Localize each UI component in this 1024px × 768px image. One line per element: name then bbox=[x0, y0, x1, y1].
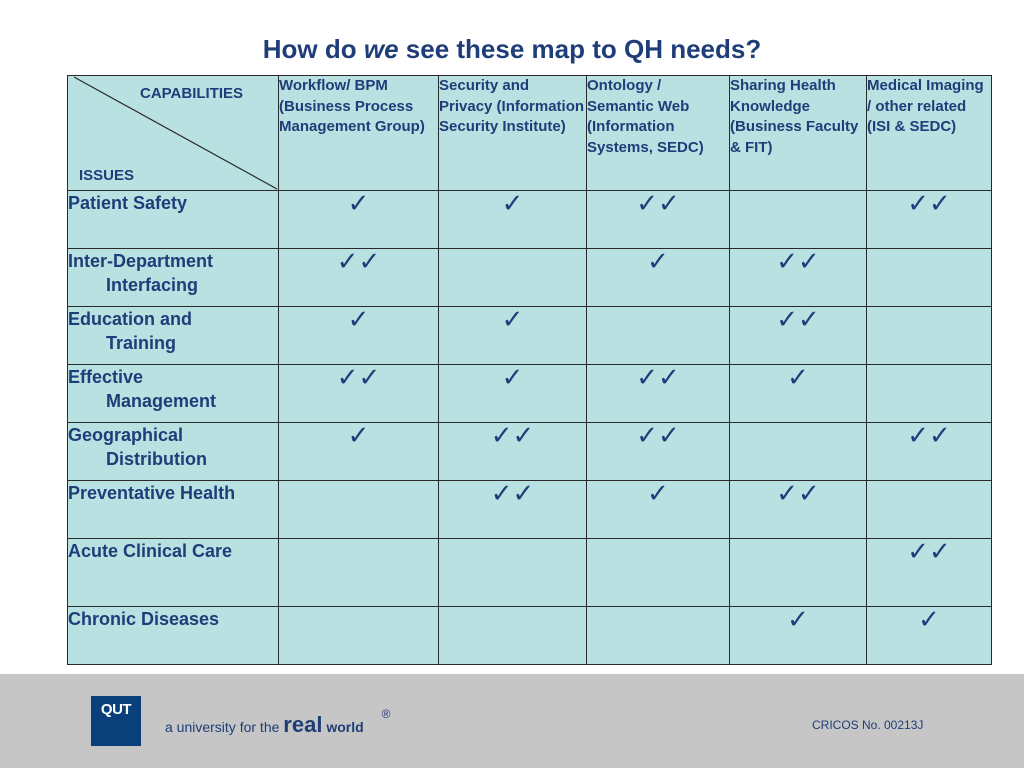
capability-matrix: CAPABILITIES ISSUES Workflow/ BPM (Busin… bbox=[67, 75, 992, 665]
column-header: Workflow/ BPM (Business Process Manageme… bbox=[278, 75, 439, 191]
table-row: Patient Safety ✓ ✓ ✓✓ ✓✓ bbox=[67, 190, 992, 249]
issue-label-line1: Patient Safety bbox=[68, 193, 188, 213]
check-cell bbox=[586, 306, 730, 365]
issue-label-line2: Interfacing bbox=[106, 275, 199, 295]
column-header: Ontology / Semantic Web (Information Sys… bbox=[586, 75, 730, 191]
title-emphasis: we bbox=[363, 34, 399, 64]
check-cell: ✓✓ bbox=[729, 306, 867, 365]
check-cell: ✓✓ bbox=[438, 480, 587, 539]
issue-label-line1: Effective bbox=[68, 367, 144, 387]
check-cell: ✓ bbox=[438, 190, 587, 249]
check-cell: ✓✓ bbox=[438, 422, 587, 481]
issue-label-line2: Management bbox=[106, 391, 217, 411]
check-cell: ✓ bbox=[278, 422, 439, 481]
check-cell bbox=[278, 606, 439, 665]
issue-label-line1: Education and bbox=[68, 309, 193, 329]
table-row: Geographical Distribution ✓ ✓✓ ✓✓ ✓✓ bbox=[67, 422, 992, 481]
issue-label-line1: Geographical bbox=[68, 425, 184, 445]
check-cell bbox=[586, 606, 730, 665]
issue-label: Preventative Health bbox=[67, 480, 279, 539]
diagonal-divider bbox=[73, 76, 278, 190]
check-cell bbox=[866, 248, 992, 307]
issue-label: Geographical Distribution bbox=[67, 422, 279, 481]
check-cell bbox=[866, 364, 992, 423]
cricos-number: CRICOS No. 00213J bbox=[812, 718, 924, 732]
slide-title: How do we see these map to QH needs? bbox=[262, 34, 762, 64]
check-cell: ✓✓ bbox=[586, 422, 730, 481]
issue-label: Acute Clinical Care bbox=[67, 538, 279, 607]
check-cell: ✓✓ bbox=[278, 364, 439, 423]
header-row: CAPABILITIES ISSUES Workflow/ BPM (Busin… bbox=[67, 75, 992, 191]
tagline: a university for the real world ® bbox=[165, 707, 390, 738]
table-row: Preventative Health ✓✓ ✓ ✓✓ bbox=[67, 480, 992, 539]
check-cell: ✓ bbox=[866, 606, 992, 665]
qut-logo: QUT bbox=[91, 696, 141, 746]
check-cell: ✓ bbox=[586, 248, 730, 307]
issue-label: Effective Management bbox=[67, 364, 279, 423]
check-cell: ✓ bbox=[729, 364, 867, 423]
check-cell bbox=[729, 422, 867, 481]
issue-label-line1: Preventative Health bbox=[68, 483, 236, 503]
check-cell bbox=[278, 538, 439, 607]
check-cell bbox=[438, 606, 587, 665]
check-cell: ✓ bbox=[438, 306, 587, 365]
check-cell: ✓ bbox=[278, 190, 439, 249]
issue-label-line1: Chronic Diseases bbox=[68, 609, 220, 629]
tagline-prefix: a university for the bbox=[165, 719, 280, 735]
issue-label-line1: Acute Clinical Care bbox=[68, 541, 233, 561]
tagline-real: real bbox=[283, 712, 323, 737]
table-row: Acute Clinical Care ✓✓ bbox=[67, 538, 992, 607]
column-header: Medical Imaging / other related (ISI & S… bbox=[866, 75, 992, 191]
check-cell bbox=[438, 538, 587, 607]
check-cell: ✓✓ bbox=[866, 190, 992, 249]
issue-label: Education and Training bbox=[67, 306, 279, 365]
table-row: Effective Management ✓✓ ✓ ✓✓ ✓ bbox=[67, 364, 992, 423]
issue-label: Chronic Diseases bbox=[67, 606, 279, 665]
issue-label-line2: Distribution bbox=[106, 449, 207, 469]
check-cell: ✓✓ bbox=[278, 248, 439, 307]
registered-mark: ® bbox=[381, 707, 391, 721]
check-cell bbox=[438, 248, 587, 307]
table-row: Education and Training ✓ ✓ ✓✓ bbox=[67, 306, 992, 365]
check-cell: ✓✓ bbox=[866, 422, 992, 481]
check-cell: ✓✓ bbox=[586, 364, 730, 423]
check-cell: ✓ bbox=[729, 606, 867, 665]
check-cell: ✓ bbox=[278, 306, 439, 365]
issue-label-line1: Inter-Department bbox=[68, 251, 214, 271]
issue-label-line2: Training bbox=[106, 333, 177, 353]
check-cell bbox=[586, 538, 730, 607]
column-header: Security and Privacy (Information Securi… bbox=[438, 75, 587, 191]
check-cell bbox=[866, 306, 992, 365]
check-cell: ✓ bbox=[586, 480, 730, 539]
check-cell bbox=[729, 190, 867, 249]
check-cell: ✓✓ bbox=[586, 190, 730, 249]
column-header: Sharing Health Knowledge (Business Facul… bbox=[729, 75, 867, 191]
footer-band: QUT a university for the real world ® CR… bbox=[0, 674, 1024, 768]
check-cell bbox=[278, 480, 439, 539]
issue-label: Patient Safety bbox=[67, 190, 279, 249]
corner-cell: CAPABILITIES ISSUES bbox=[67, 75, 279, 191]
check-cell bbox=[866, 480, 992, 539]
check-cell: ✓✓ bbox=[729, 480, 867, 539]
check-cell bbox=[729, 538, 867, 607]
capabilities-label: CAPABILITIES bbox=[140, 85, 244, 102]
check-cell: ✓✓ bbox=[729, 248, 867, 307]
check-cell: ✓ bbox=[438, 364, 587, 423]
issues-label: ISSUES bbox=[79, 167, 135, 184]
table-row: Chronic Diseases ✓ ✓ bbox=[67, 606, 992, 665]
tagline-world: world bbox=[326, 719, 364, 735]
check-cell: ✓✓ bbox=[866, 538, 992, 607]
table-row: Inter-Department Interfacing ✓✓ ✓ ✓✓ bbox=[67, 248, 992, 307]
issue-label: Inter-Department Interfacing bbox=[67, 248, 279, 307]
